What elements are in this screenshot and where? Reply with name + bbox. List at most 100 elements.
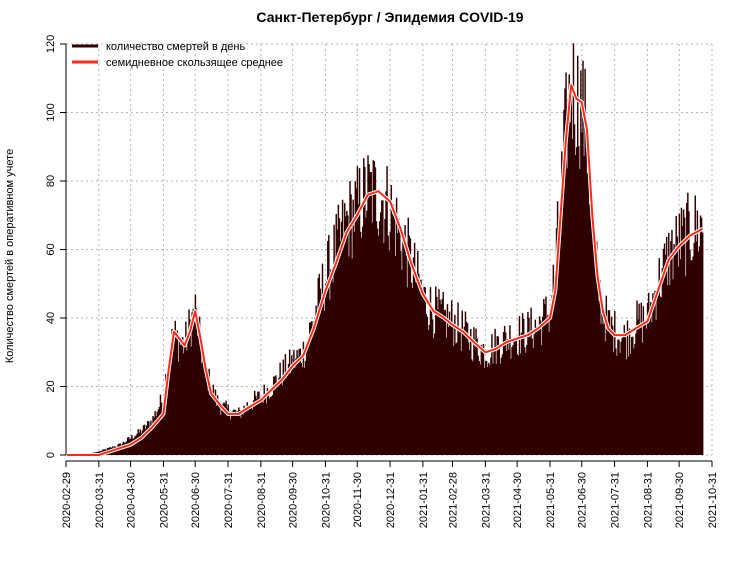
legend-label-bars: количество смертей в день — [106, 41, 245, 53]
bar — [629, 353, 632, 455]
bar — [538, 316, 541, 455]
bar — [532, 347, 534, 455]
bar — [266, 387, 269, 455]
bar — [154, 411, 156, 455]
bar — [199, 345, 202, 455]
bar — [183, 353, 185, 455]
bar — [486, 367, 489, 455]
bar — [237, 411, 239, 455]
bar — [582, 60, 584, 455]
bar — [511, 347, 513, 455]
bar — [571, 138, 574, 456]
bar — [589, 199, 592, 455]
bar — [588, 204, 591, 455]
bar — [227, 404, 229, 455]
x-tick-label: 2021-04-30 — [512, 472, 524, 528]
bar — [479, 364, 482, 455]
bar — [461, 310, 464, 455]
bar — [671, 229, 673, 455]
bar — [179, 344, 182, 455]
bar — [418, 273, 420, 455]
bar — [549, 308, 551, 455]
bar — [276, 383, 278, 455]
bar — [399, 222, 401, 455]
bar — [612, 352, 615, 455]
bar — [696, 210, 699, 455]
bar — [278, 377, 280, 455]
bar — [695, 241, 698, 455]
bar — [244, 408, 246, 455]
bar — [160, 402, 163, 455]
bar — [178, 339, 181, 455]
bar — [136, 433, 138, 455]
chart-title: Санкт-Петербург / Эпидемия COVID-19 — [256, 9, 523, 25]
bar — [363, 158, 365, 455]
bar — [335, 214, 337, 455]
bar — [390, 185, 393, 455]
bar — [689, 249, 691, 455]
bar — [327, 240, 329, 455]
x-tick-label: 2020-03-31 — [94, 472, 106, 528]
bar — [268, 398, 271, 455]
bar — [213, 399, 216, 455]
bar — [543, 298, 545, 455]
bar — [555, 228, 558, 455]
bar — [120, 445, 122, 455]
bar — [138, 432, 141, 455]
x-tick-label: 2020-04-30 — [126, 472, 138, 528]
bar — [546, 322, 548, 455]
bar — [591, 224, 594, 455]
bar — [431, 319, 434, 455]
bar — [554, 273, 557, 455]
bar — [592, 214, 595, 455]
bar — [611, 325, 614, 455]
bar — [491, 334, 493, 455]
bar — [267, 392, 270, 455]
bar — [369, 172, 371, 455]
bar — [294, 368, 296, 455]
bar — [382, 200, 384, 455]
bar — [337, 204, 340, 455]
bar — [396, 233, 399, 455]
bar — [186, 350, 188, 455]
x-tick-label: 2021-09-30 — [674, 472, 686, 528]
bar — [658, 258, 660, 455]
bar — [625, 359, 628, 455]
bar — [165, 374, 167, 455]
bar — [340, 221, 343, 455]
bar — [454, 314, 456, 455]
bar — [496, 336, 498, 455]
bar — [166, 386, 168, 455]
bar — [300, 363, 303, 455]
bar — [150, 420, 152, 455]
x-tick-label: 2021-10-31 — [707, 472, 719, 528]
bar — [579, 168, 581, 456]
bar — [356, 166, 359, 455]
bar — [528, 317, 530, 455]
bar — [640, 302, 642, 455]
bar — [232, 409, 235, 455]
bar — [321, 263, 324, 455]
bar — [647, 292, 650, 455]
bar — [309, 322, 311, 455]
bar — [366, 210, 368, 455]
bar — [527, 311, 529, 455]
bar — [520, 332, 523, 455]
bar — [521, 313, 524, 455]
bar — [503, 325, 506, 455]
x-tick-label: 2020-02-29 — [61, 472, 73, 528]
bar — [303, 367, 306, 455]
bar — [632, 336, 634, 455]
bar — [628, 328, 631, 455]
bar — [187, 332, 189, 455]
bar — [204, 355, 206, 455]
bar — [599, 280, 601, 455]
bar — [664, 254, 667, 455]
bar — [198, 316, 201, 455]
x-tick-label: 2020-06-30 — [190, 472, 202, 528]
bar — [425, 313, 427, 455]
bar — [141, 430, 144, 455]
bar — [233, 409, 236, 455]
bar — [333, 224, 335, 455]
bar — [646, 302, 649, 455]
